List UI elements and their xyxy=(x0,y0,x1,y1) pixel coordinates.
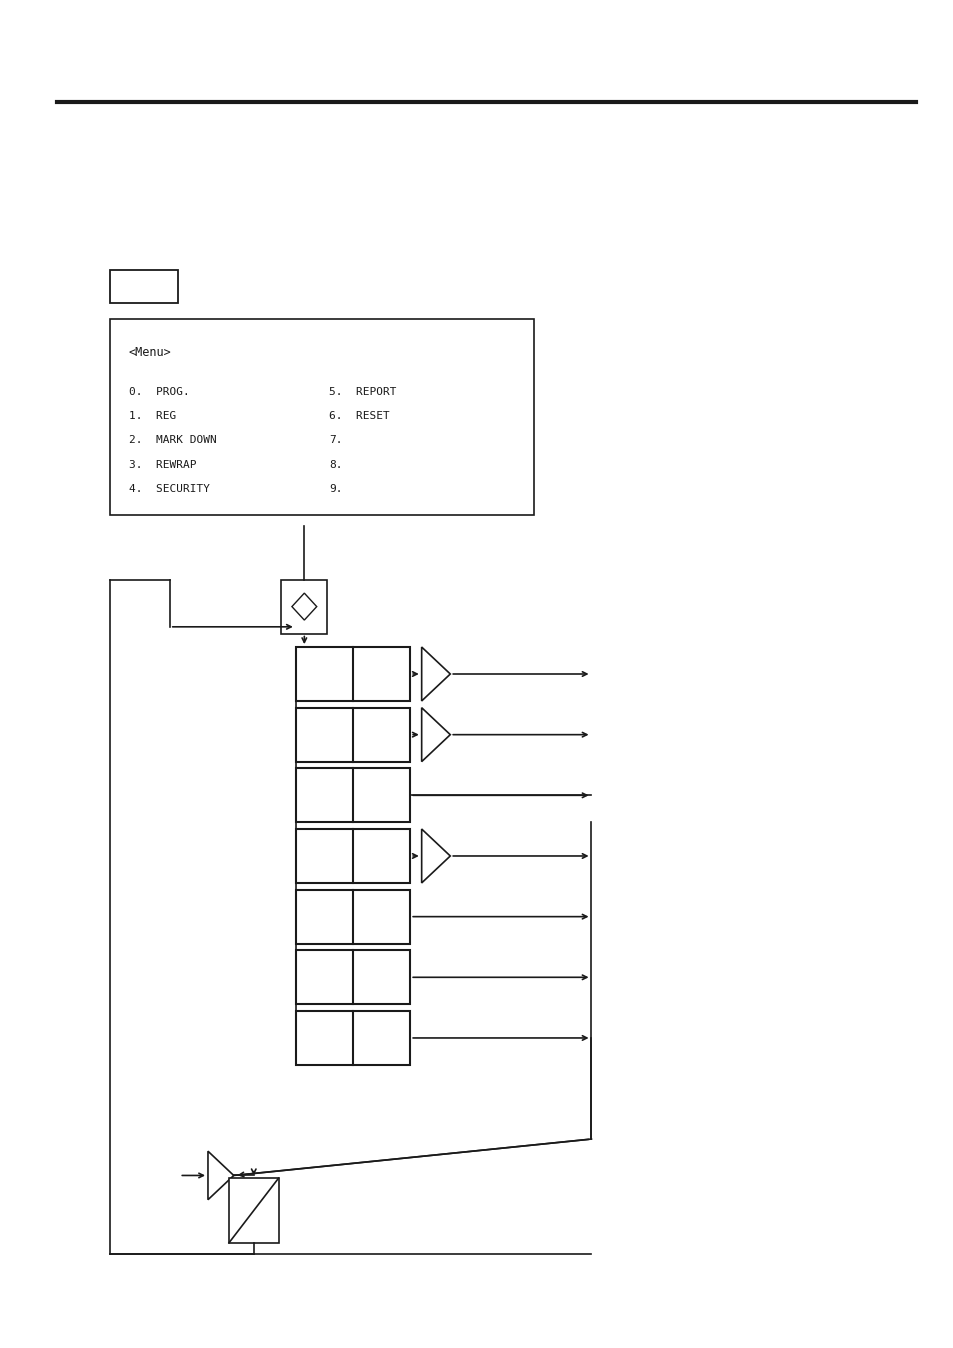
Bar xyxy=(110,270,178,303)
Text: 3.  REWRAP: 3. REWRAP xyxy=(129,460,196,469)
Polygon shape xyxy=(292,593,316,620)
Bar xyxy=(295,768,410,822)
Bar xyxy=(295,1011,410,1065)
Polygon shape xyxy=(208,1151,233,1200)
Text: 7.: 7. xyxy=(329,435,342,445)
Text: 2.  MARK DOWN: 2. MARK DOWN xyxy=(129,435,216,445)
Bar xyxy=(229,1178,278,1243)
Text: 4.  SECURITY: 4. SECURITY xyxy=(129,484,210,493)
Polygon shape xyxy=(421,647,450,701)
Text: <Menu>: <Menu> xyxy=(129,346,172,360)
Polygon shape xyxy=(421,708,450,762)
Text: 1.  REG: 1. REG xyxy=(129,411,176,421)
Bar xyxy=(295,829,410,883)
Bar xyxy=(281,580,327,634)
Bar xyxy=(295,950,410,1004)
Text: 8.: 8. xyxy=(329,460,342,469)
Polygon shape xyxy=(421,829,450,883)
Bar xyxy=(110,319,534,515)
Text: 5.  REPORT: 5. REPORT xyxy=(329,387,396,396)
Text: 9.: 9. xyxy=(329,484,342,493)
Bar xyxy=(295,890,410,944)
Bar xyxy=(295,708,410,762)
Text: 6.  RESET: 6. RESET xyxy=(329,411,390,421)
Bar xyxy=(295,647,410,701)
Text: 0.  PROG.: 0. PROG. xyxy=(129,387,190,396)
